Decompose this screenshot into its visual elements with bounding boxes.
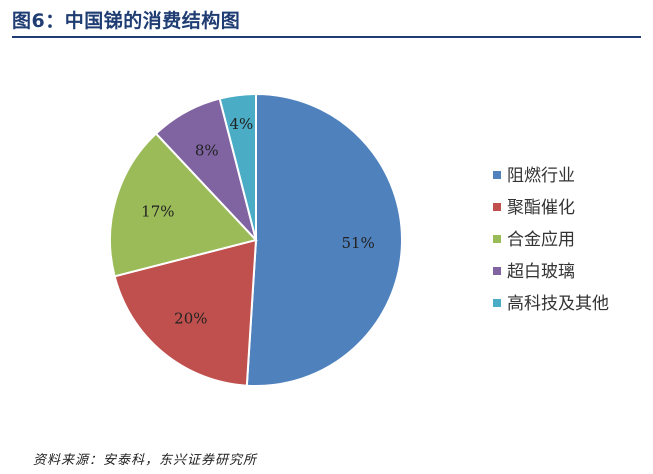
pie-slice-2 bbox=[113, 238, 258, 387]
pie-labels: 51% 20% 17% 8% 4% bbox=[141, 115, 375, 328]
title-divider bbox=[12, 36, 641, 38]
slice-label-3: 17% bbox=[141, 202, 174, 220]
slice-label-1: 51% bbox=[341, 234, 374, 252]
legend-label-5: 高科技及其他 bbox=[507, 294, 609, 314]
pie-slice-3 bbox=[109, 132, 258, 278]
pie-slice-5 bbox=[218, 92, 257, 241]
legend-swatch-2 bbox=[493, 203, 501, 211]
pie-slices bbox=[109, 92, 403, 387]
pie-slice-1 bbox=[245, 92, 403, 387]
legend-swatch-4 bbox=[493, 267, 501, 275]
slice-label-2: 20% bbox=[174, 310, 207, 328]
source-note: 资料来源：安泰科，东兴证券研究所 bbox=[33, 453, 258, 468]
slice-label-5: 4% bbox=[229, 115, 253, 133]
slice-label-4: 8% bbox=[195, 141, 219, 159]
chart-title: 图6：中国锑的消费结构图 bbox=[12, 10, 241, 32]
legend-swatch-3 bbox=[493, 235, 501, 243]
legend-label-2: 聚酯催化 bbox=[507, 198, 575, 218]
legend-swatch-5 bbox=[493, 299, 501, 307]
legend-label-3: 合金应用 bbox=[507, 230, 575, 250]
legend-label-1: 阻燃行业 bbox=[507, 166, 575, 186]
legend-swatch-1 bbox=[493, 171, 501, 179]
legend-label-4: 超白玻璃 bbox=[507, 262, 575, 282]
